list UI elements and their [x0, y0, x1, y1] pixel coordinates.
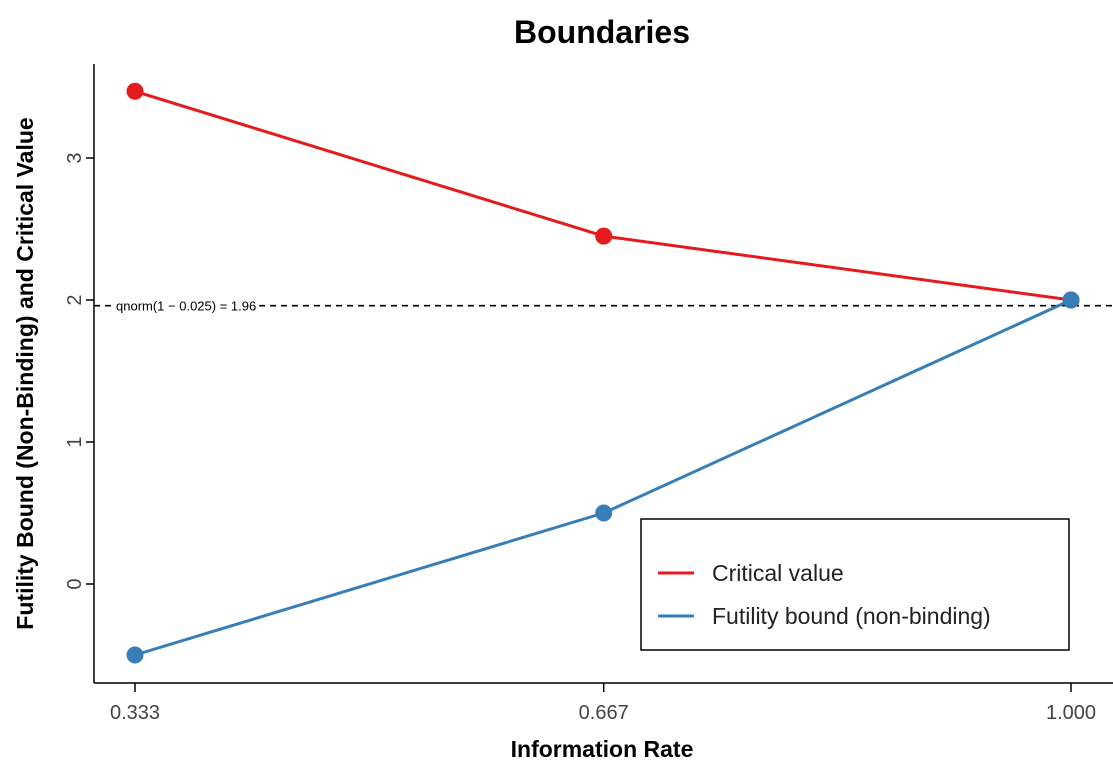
axes: 0 1 2 3 0.333 0.667 1.000	[64, 64, 1113, 724]
x-tick-label: 0.667	[579, 702, 629, 724]
y-tick-label: 3	[64, 152, 86, 163]
legend-box	[640, 518, 1070, 651]
x-tick-label: 0.333	[110, 702, 160, 724]
y-tick-label: 1	[64, 436, 86, 447]
y-tick-label: 0	[64, 578, 86, 589]
y-axis-label: Futility Bound (Non-Binding) and Critica…	[12, 117, 38, 629]
y-tick-label: 2	[64, 294, 86, 305]
data-point-critical-value	[126, 82, 144, 100]
data-point-futility-bound	[126, 646, 144, 664]
legend: Critical value Futility bound (non-bindin…	[640, 518, 1070, 651]
legend-label: Critical value	[712, 560, 844, 586]
data-point-futility-bound	[595, 504, 613, 522]
reference-line-label: qnorm(1 − 0.025) = 1.96	[116, 299, 256, 314]
x-axis-label: Information Rate	[511, 736, 694, 762]
data-point-futility-bound	[1062, 291, 1080, 309]
reference-line-group: qnorm(1 − 0.025) = 1.96	[94, 296, 1113, 315]
x-tick-label: 1.000	[1046, 702, 1096, 724]
legend-label: Futility bound (non-binding)	[712, 603, 991, 629]
series-group	[126, 82, 1080, 664]
data-point-critical-value	[595, 227, 613, 245]
reference-label-background	[113, 296, 260, 315]
chart-title: Boundaries	[514, 14, 690, 50]
series-line-critical-value	[134, 89, 1072, 302]
